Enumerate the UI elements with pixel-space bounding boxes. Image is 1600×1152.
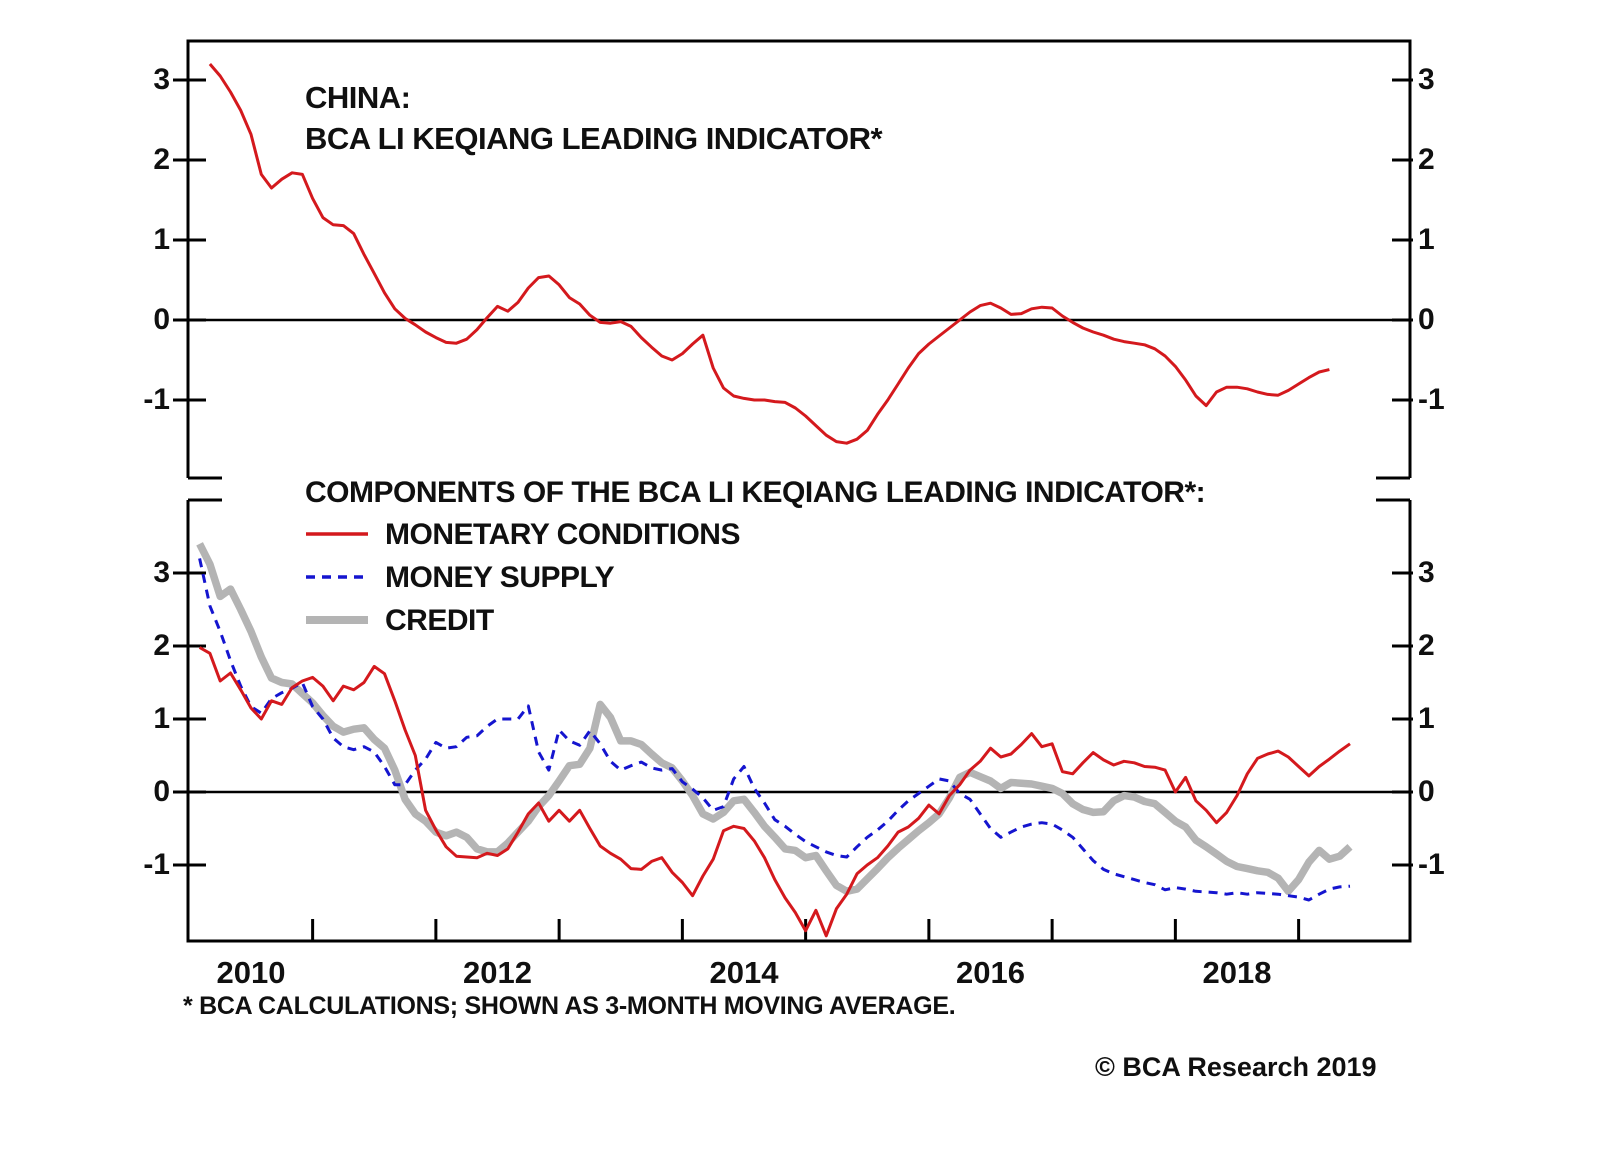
series-line-monetary-conditions — [198, 646, 1351, 938]
top-y-tick-label-left: 0 — [153, 303, 170, 336]
footnote: * BCA CALCULATIONS; SHOWN AS 3-MONTH MOV… — [183, 992, 956, 1020]
top-y-tick-label-left: 2 — [153, 143, 170, 176]
series-line-money-supply — [198, 558, 1351, 902]
top-y-tick-label-left: 1 — [153, 223, 170, 256]
bottom-y-tick-label-right: -1 — [1418, 848, 1445, 881]
x-year-label-2014: 2014 — [709, 955, 779, 990]
copyright: © BCA Research 2019 — [1095, 1052, 1377, 1082]
legend-label-monetary-conditions: MONETARY CONDITIONS — [385, 518, 740, 551]
top-y-tick-label-right: 3 — [1418, 63, 1435, 96]
x-year-label-2010: 2010 — [216, 955, 286, 990]
top-y-tick-label-right: 2 — [1418, 143, 1435, 176]
bottom-y-tick-label-left: 1 — [153, 702, 170, 735]
bottom-y-tick-label-right: 1 — [1418, 702, 1435, 735]
legend-label-credit: CREDIT — [385, 604, 494, 637]
top-chart-title-line2: BCA LI KEQIANG LEADING INDICATOR* — [305, 121, 883, 156]
bottom-y-tick-label-left: -1 — [143, 848, 170, 881]
top-y-tick-label-left: -1 — [143, 383, 170, 416]
top-chart-title-line1: CHINA: — [305, 80, 411, 115]
top-y-tick-label-right: 1 — [1418, 223, 1435, 256]
x-year-label-2018: 2018 — [1202, 955, 1272, 990]
top-y-tick-label-left: 3 — [153, 63, 170, 96]
top-y-tick-label-right: -1 — [1418, 383, 1445, 416]
series-line-bca-li-keqiang-leading-indicator — [208, 63, 1330, 445]
bottom-y-tick-label-right: 3 — [1418, 556, 1435, 589]
top-y-tick-label-right: 0 — [1418, 303, 1435, 336]
bottom-y-tick-label-right: 0 — [1418, 775, 1435, 808]
legend-label-money-supply: MONEY SUPPLY — [385, 561, 615, 594]
bottom-y-tick-label-right: 2 — [1418, 629, 1435, 662]
top-panel-frame — [186, 39, 1412, 480]
bottom-y-tick-label-left: 3 — [153, 556, 170, 589]
x-year-label-2016: 2016 — [956, 955, 1025, 990]
x-year-label-2012: 2012 — [463, 955, 532, 990]
bottom-y-tick-label-left: 0 — [153, 775, 170, 808]
bottom-panel-frame — [186, 498, 1412, 943]
series-line-credit — [196, 542, 1353, 896]
legend-title: COMPONENTS OF THE BCA LI KEQIANG LEADING… — [305, 476, 1206, 509]
bottom-y-tick-label-left: 2 — [153, 629, 170, 662]
